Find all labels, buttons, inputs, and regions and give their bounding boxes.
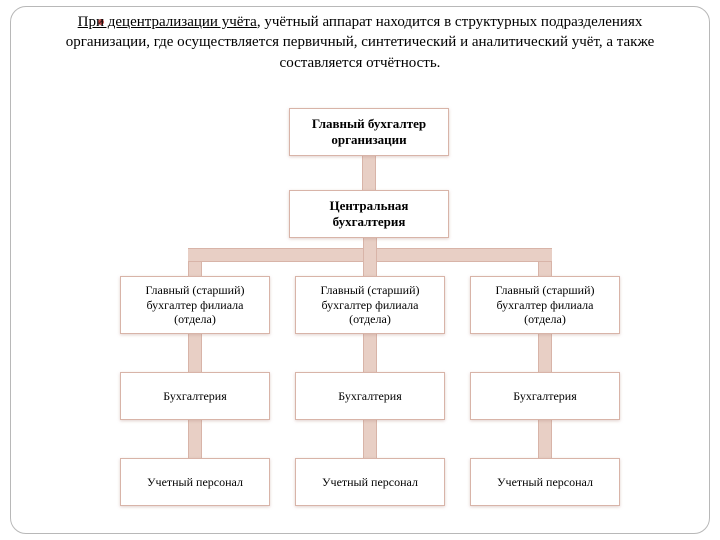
org-node-p1: Учетный персонал bbox=[120, 458, 270, 506]
org-node-root: Главный бухгалтер организации bbox=[289, 108, 449, 156]
org-node-a1: Бухгалтерия bbox=[120, 372, 270, 420]
org-node-p3: Учетный персонал bbox=[470, 458, 620, 506]
header-underlined: При децентрализации учёта bbox=[78, 14, 257, 30]
header-text: При децентрализации учёта, учётный аппар… bbox=[40, 12, 680, 73]
org-node-label: Бухгалтерия bbox=[513, 389, 576, 403]
org-node-label: Главный (старший) бухгалтер филиала (отд… bbox=[127, 283, 263, 326]
org-node-label: Главный (старший) бухгалтер филиала (отд… bbox=[302, 283, 438, 326]
connector-vertical bbox=[538, 262, 552, 276]
org-node-label: Главный (старший) бухгалтер филиала (отд… bbox=[477, 283, 613, 326]
org-node-b2: Главный (старший) бухгалтер филиала (отд… bbox=[295, 276, 445, 334]
connector-vertical bbox=[363, 334, 377, 372]
connector-vertical bbox=[363, 238, 377, 276]
org-node-p2: Учетный персонал bbox=[295, 458, 445, 506]
org-node-label: Главный бухгалтер организации bbox=[296, 116, 442, 147]
org-node-label: Учетный персонал bbox=[322, 475, 418, 489]
connector-vertical bbox=[538, 334, 552, 372]
org-node-label: Центральная бухгалтерия bbox=[296, 198, 442, 229]
connector-vertical bbox=[188, 334, 202, 372]
org-node-central: Центральная бухгалтерия bbox=[289, 190, 449, 238]
connector-vertical bbox=[538, 420, 552, 458]
org-node-b3: Главный (старший) бухгалтер филиала (отд… bbox=[470, 276, 620, 334]
org-node-label: Бухгалтерия bbox=[163, 389, 226, 403]
slide-frame bbox=[10, 6, 710, 534]
org-node-label: Учетный персонал bbox=[147, 475, 243, 489]
connector-vertical bbox=[188, 420, 202, 458]
org-node-label: Бухгалтерия bbox=[338, 389, 401, 403]
org-node-label: Учетный персонал bbox=[497, 475, 593, 489]
org-node-a2: Бухгалтерия bbox=[295, 372, 445, 420]
connector-vertical bbox=[362, 156, 376, 190]
org-node-b1: Главный (старший) бухгалтер филиала (отд… bbox=[120, 276, 270, 334]
connector-vertical bbox=[363, 420, 377, 458]
connector-vertical bbox=[188, 262, 202, 276]
org-node-a3: Бухгалтерия bbox=[470, 372, 620, 420]
